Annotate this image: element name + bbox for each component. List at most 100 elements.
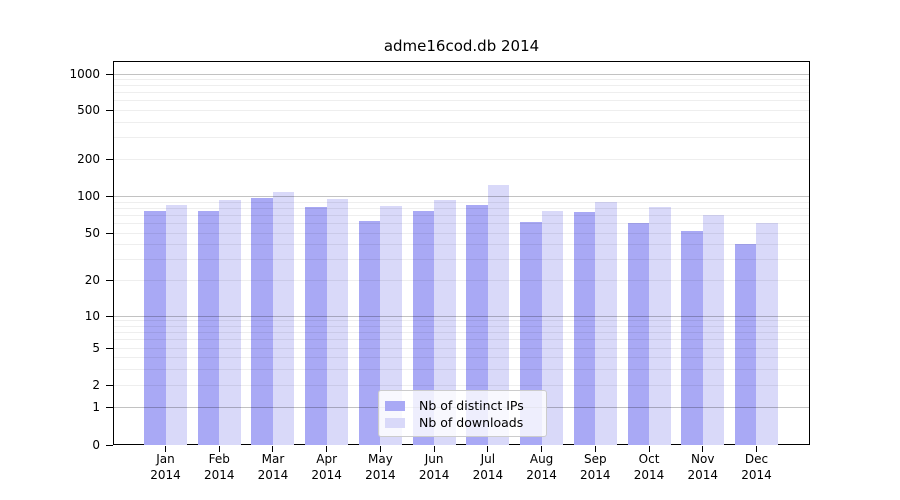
x-tick-label: Jul 2014 xyxy=(458,451,518,483)
bar-distinct-ips xyxy=(358,220,381,445)
y-tick-label: 100 xyxy=(77,189,100,203)
bar-distinct-ips xyxy=(734,244,757,445)
x-tick-label: Feb 2014 xyxy=(189,451,249,483)
y-tick-label: 2 xyxy=(92,378,100,392)
y-tick-mark xyxy=(106,316,113,317)
bar-distinct-ips xyxy=(197,211,220,445)
x-tick-label: Jan 2014 xyxy=(136,451,196,483)
y-tick-label: 500 xyxy=(77,103,100,117)
legend-label-distinct-ips: Nb of distinct IPs xyxy=(419,398,524,413)
bar-distinct-ips xyxy=(627,223,650,445)
x-tick-month: Feb xyxy=(208,452,230,466)
y-tick-mark xyxy=(106,74,113,75)
x-tick-label: Oct 2014 xyxy=(619,451,679,483)
bar-distinct-ips xyxy=(681,230,703,445)
x-tick-mark xyxy=(433,446,435,452)
x-tick-year: 2014 xyxy=(633,468,665,482)
x-tick-month: May xyxy=(368,452,393,466)
x-tick-month: Aug xyxy=(529,452,554,466)
x-tick-mark xyxy=(487,446,489,452)
legend-swatch-distinct-ips xyxy=(385,400,405,411)
bar-downloads xyxy=(165,205,187,445)
x-tick-mark xyxy=(702,446,704,452)
x-tick-label: Mar 2014 xyxy=(243,451,303,483)
gridline-minor xyxy=(114,202,809,203)
x-tick-month: Jul xyxy=(480,452,496,466)
bar-downloads xyxy=(219,199,241,445)
gridline-minor xyxy=(114,339,809,340)
x-tick-month: Apr xyxy=(316,452,338,466)
legend-item-downloads: Nb of downloads xyxy=(385,415,536,430)
bar-downloads xyxy=(756,223,778,445)
x-tick-year: 2014 xyxy=(365,468,396,482)
gridline-minor xyxy=(114,223,809,224)
x-tick-mark xyxy=(272,446,274,452)
gridline-minor xyxy=(114,369,809,370)
x-tick-year: 2014 xyxy=(472,468,504,482)
x-tick-year: 2014 xyxy=(741,468,772,482)
x-tick-mark xyxy=(379,446,381,452)
gridline-minor xyxy=(114,320,809,321)
gridline-minor xyxy=(114,215,809,216)
gridline-major xyxy=(114,316,809,317)
y-tick-mark xyxy=(106,196,113,197)
gridline-minor xyxy=(114,85,809,86)
y-tick-label: 50 xyxy=(84,226,100,240)
legend-label-downloads: Nb of downloads xyxy=(419,415,524,430)
y-tick-mark xyxy=(106,280,113,281)
bar-distinct-ips xyxy=(573,212,596,445)
bar-downloads xyxy=(434,199,456,445)
gridline-minor xyxy=(114,332,809,333)
x-tick-month: Nov xyxy=(691,452,715,466)
gridline-minor xyxy=(114,110,809,111)
bar-distinct-ips xyxy=(412,211,435,445)
legend: Nb of distinct IPs Nb of downloads xyxy=(378,390,547,437)
gridline-minor xyxy=(114,326,809,327)
y-tick-label: 1 xyxy=(92,400,100,414)
gridline-major xyxy=(114,196,809,197)
plot-area xyxy=(113,61,810,445)
gridline-minor xyxy=(114,79,809,80)
y-tick-label: 20 xyxy=(84,273,100,287)
legend-swatch-downloads xyxy=(385,417,405,428)
y-tick-mark xyxy=(106,385,113,386)
x-tick-year: 2014 xyxy=(257,468,289,482)
y-tick-label: 0 xyxy=(92,438,100,452)
bar-downloads xyxy=(326,198,349,445)
gridline-minor xyxy=(114,244,809,245)
x-tick-label: Nov 2014 xyxy=(673,451,733,483)
x-tick-month: Jan xyxy=(156,452,175,466)
x-tick-label: Aug 2014 xyxy=(512,451,572,483)
x-tick-mark xyxy=(648,446,650,452)
bar-distinct-ips xyxy=(251,198,273,445)
x-tick-mark xyxy=(326,446,328,452)
x-tick-label: May 2014 xyxy=(350,451,410,483)
bar-downloads xyxy=(487,184,510,445)
gridline-minor xyxy=(114,259,809,260)
y-tick-label: 5 xyxy=(92,341,100,355)
y-tick-mark xyxy=(106,407,113,408)
bar-distinct-ips xyxy=(520,221,542,445)
x-tick-mark xyxy=(218,446,220,452)
gridline-minor xyxy=(114,137,809,138)
bar-downloads xyxy=(595,201,617,445)
bar-distinct-ips xyxy=(466,204,488,445)
gridline-minor xyxy=(114,280,809,281)
x-tick-label: Apr 2014 xyxy=(297,451,357,483)
bar-downloads xyxy=(702,215,725,445)
bar-downloads xyxy=(649,206,671,445)
x-tick-mark xyxy=(594,446,596,452)
bar-distinct-ips xyxy=(144,211,166,445)
gridline-minor xyxy=(114,159,809,160)
gridline-minor xyxy=(114,385,809,386)
y-tick-label: 1000 xyxy=(69,66,100,81)
gridline-minor xyxy=(114,357,809,358)
x-tick-month: Mar xyxy=(261,452,285,466)
x-tick-year: 2014 xyxy=(526,468,557,482)
x-tick-month: Jun xyxy=(424,452,444,466)
bar-distinct-ips xyxy=(305,206,327,445)
gridline-minor xyxy=(114,208,809,209)
x-tick-label: Jun 2014 xyxy=(404,451,464,483)
bar-downloads xyxy=(272,191,295,445)
chart-title: adme16cod.db 2014 xyxy=(383,37,540,55)
